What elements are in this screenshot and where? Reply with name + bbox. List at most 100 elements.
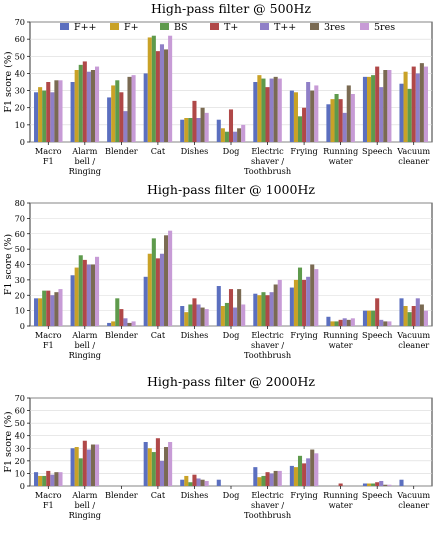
bar-BS-1: [78, 458, 83, 486]
bar-T+-1: [82, 61, 87, 142]
bar-F+-0: [38, 298, 43, 326]
bar-T+-7: [302, 463, 307, 486]
legend-swatch-T+: [210, 23, 219, 30]
bar-5res-4: [204, 309, 209, 326]
bar-5res-1: [95, 256, 100, 326]
bar-5res-10: [423, 310, 428, 327]
bar-BS-6: [261, 78, 266, 142]
x-tick-label-line: Electric: [251, 146, 284, 156]
bar-T++-6: [269, 473, 274, 486]
bar-T++-6: [269, 78, 274, 142]
bar-BS-2: [115, 298, 120, 326]
y-tick-label: 40: [15, 68, 25, 78]
x-tick-label: Frying: [290, 146, 317, 156]
bar-T+-4: [192, 100, 197, 142]
x-tick-label-line: Vacuum: [396, 490, 430, 500]
x-tick-label-line: cleaner: [398, 340, 429, 350]
bar-BS-8: [334, 94, 339, 142]
bar-5res-7: [314, 85, 319, 142]
bar-T+-6: [265, 295, 270, 326]
bar-T+-3: [155, 438, 160, 486]
y-tick-label: 30: [15, 275, 25, 285]
bar-5res-7: [314, 453, 319, 486]
x-tick-label-line: Blender: [105, 490, 138, 500]
bar-3res-4: [200, 107, 205, 142]
x-tick-label: Macro F1: [35, 490, 62, 510]
x-tick-label: Blender: [105, 490, 138, 500]
bar-3res-2: [127, 322, 132, 326]
x-tick-label: Dog: [223, 490, 240, 500]
legend: F++ F+ BS T+ T++ 3res 5res: [60, 22, 395, 33]
bar-T+-3: [155, 258, 160, 326]
x-tick-label: Running water: [323, 330, 358, 350]
x-tick-label-line: Toothbrush: [244, 166, 292, 176]
x-tick-label-line: bell /: [74, 156, 95, 166]
bar-T+-4: [192, 298, 197, 326]
x-tick-label: Vacuum cleaner: [396, 330, 430, 350]
bar-3res-3: [164, 447, 169, 486]
x-tick-label: Alarm bell / Ringing: [69, 330, 101, 360]
bar-5res-4: [204, 480, 209, 486]
bar-T++-1: [86, 264, 91, 326]
bar-BS-10: [407, 312, 412, 326]
x-tick-label-line: bell /: [74, 500, 95, 510]
x-tick-label-line: water: [329, 500, 353, 510]
bar-5res-3: [168, 230, 173, 326]
y-tick-label: 60: [15, 34, 25, 44]
y-tick-label: 50: [15, 51, 25, 61]
bar-F+-4: [184, 312, 189, 326]
bar-F+-1: [74, 70, 79, 142]
x-tick-label: Macro F1: [35, 146, 62, 166]
x-tick-label: Dog: [223, 330, 240, 340]
bar-3res-5: [237, 289, 242, 326]
x-tick-label: Cat: [151, 330, 166, 340]
y-tick-label: 70: [15, 393, 25, 403]
bar-3res-4: [200, 307, 205, 326]
bar-3res-1: [90, 444, 95, 486]
bar-F++-5: [216, 479, 221, 486]
bar-F+-7: [293, 279, 298, 327]
bar-F++-6: [253, 82, 258, 142]
x-tick-label: Speech: [362, 490, 393, 500]
legend-label-F++: F++: [74, 22, 97, 33]
bar-F+-6: [257, 295, 262, 326]
bar-T+-7: [302, 107, 307, 142]
x-tick-label-line: Alarm: [71, 330, 97, 340]
bar-T++-9: [379, 480, 384, 486]
bar-T++-3: [159, 44, 165, 142]
bar-3res-0: [54, 292, 59, 326]
x-tick-label-line: Frying: [290, 330, 317, 340]
x-tick-label-line: Vacuum: [396, 330, 430, 340]
x-tick-label-line: F1: [43, 340, 54, 350]
bar-F++-10: [399, 298, 404, 326]
chart-panel-1: 0 10 20 30 40 50 60 70 High-pass filter @ 500Hz F…: [3, 1, 433, 176]
legend-label-3res: 3res: [324, 22, 345, 33]
bar-F+-9: [367, 483, 372, 486]
y-tick-label: 60: [15, 229, 25, 239]
bar-F+-8: [330, 99, 335, 142]
bar-F++-7: [289, 90, 294, 142]
y-axis-label: F1 score (%): [3, 411, 14, 472]
x-tick-label-line: Cat: [151, 490, 166, 500]
bar-F+-7: [293, 92, 298, 142]
x-tick-label-line: Running: [323, 146, 358, 156]
bar-3res-0: [54, 472, 59, 486]
y-tick-label: 0: [20, 321, 25, 331]
bar-3res-9: [383, 70, 388, 142]
x-tick-label-line: Dishes: [181, 146, 209, 156]
x-tick-label-line: Frying: [290, 490, 317, 500]
bar-T+-7: [302, 279, 307, 327]
x-tick-label-line: Macro: [35, 146, 62, 156]
x-tick-label: Electric shaver / Toothbrush: [244, 490, 292, 520]
bar-5res-5: [241, 124, 246, 142]
bar-F++-9: [362, 76, 367, 142]
bar-F+-5: [220, 306, 225, 326]
bar-T++-10: [415, 298, 420, 326]
bar-F+-10: [403, 71, 408, 142]
bar-3res-8: [346, 85, 351, 142]
y-tick-label: 60: [15, 406, 25, 416]
y-tick-label: 0: [20, 137, 25, 147]
x-tick-label: Dishes: [181, 146, 209, 156]
chart-title: High-pass filter @ 500Hz: [151, 1, 311, 16]
